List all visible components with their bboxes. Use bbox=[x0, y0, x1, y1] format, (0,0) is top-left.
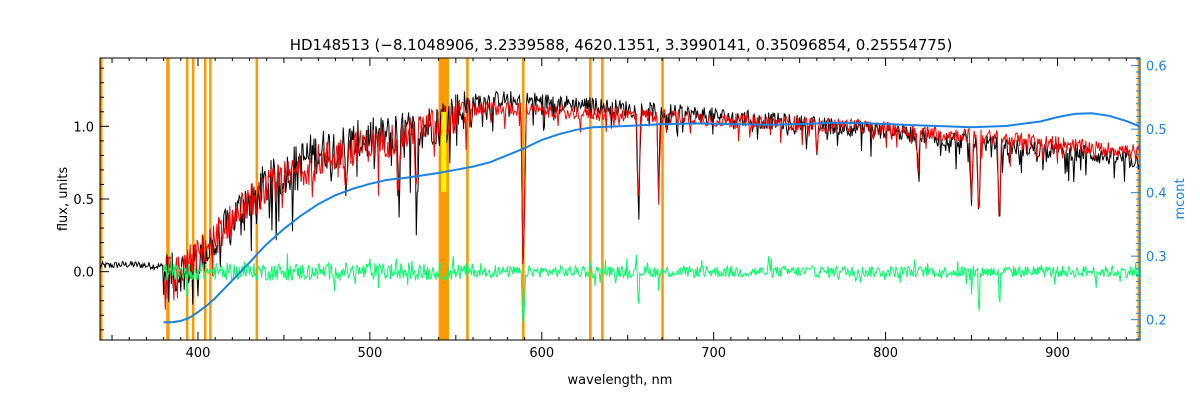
masked-region-9 bbox=[522, 58, 525, 340]
y2-axis-label: mcont bbox=[1173, 178, 1188, 219]
masked-region-4 bbox=[204, 58, 207, 340]
x-tick-label: 600 bbox=[529, 346, 554, 361]
masked-region-8 bbox=[466, 58, 469, 340]
masked-region-2 bbox=[185, 58, 189, 340]
y2-tick-label: 0.2 bbox=[1146, 314, 1167, 329]
y-tick-label: 1.0 bbox=[73, 120, 94, 135]
y2-tick-label: 0.6 bbox=[1146, 60, 1167, 75]
y-axis-right: 0.2 0.3 0.4 0.5 0.6 bbox=[1131, 58, 1167, 340]
x-tick-label: 700 bbox=[701, 346, 726, 361]
masked-region-7 bbox=[438, 58, 449, 340]
y-tick-label: 0.5 bbox=[73, 193, 94, 208]
masked-region-3 bbox=[191, 58, 195, 340]
masked-region-12 bbox=[661, 58, 664, 340]
model-spectrum-line bbox=[163, 98, 1140, 310]
observed-spectrum-line bbox=[100, 90, 1140, 305]
y-tick-label: 0.0 bbox=[73, 266, 94, 281]
masked-region-5 bbox=[209, 58, 212, 340]
x-axis-label: wavelength, nm bbox=[568, 373, 673, 388]
masked-region-11 bbox=[601, 58, 604, 340]
chart-title: HD148513 (−8.1048906, 3.2339588, 4620.13… bbox=[290, 36, 953, 54]
y-axis-left: 0.0 0.5 1.0 bbox=[73, 67, 109, 331]
x-tick-label: 400 bbox=[186, 346, 211, 361]
x-tick-label: 900 bbox=[1045, 346, 1070, 361]
y2-tick-label: 0.4 bbox=[1146, 187, 1167, 202]
x-tick-label: 500 bbox=[357, 346, 382, 361]
y2-tick-label: 0.5 bbox=[1146, 123, 1167, 138]
x-tick-label: 800 bbox=[873, 346, 898, 361]
x-axis: 400 500 600 700 800 900 bbox=[111, 58, 1127, 361]
y-axis-label: flux, units bbox=[56, 167, 71, 232]
spectrum-series bbox=[100, 90, 1140, 324]
mask-highlight bbox=[441, 111, 447, 192]
continuum-line bbox=[163, 112, 1140, 324]
masked-region-1 bbox=[166, 58, 170, 340]
y2-tick-label: 0.3 bbox=[1146, 250, 1167, 265]
masked-region-10 bbox=[589, 58, 592, 340]
residual-line bbox=[163, 251, 1140, 323]
